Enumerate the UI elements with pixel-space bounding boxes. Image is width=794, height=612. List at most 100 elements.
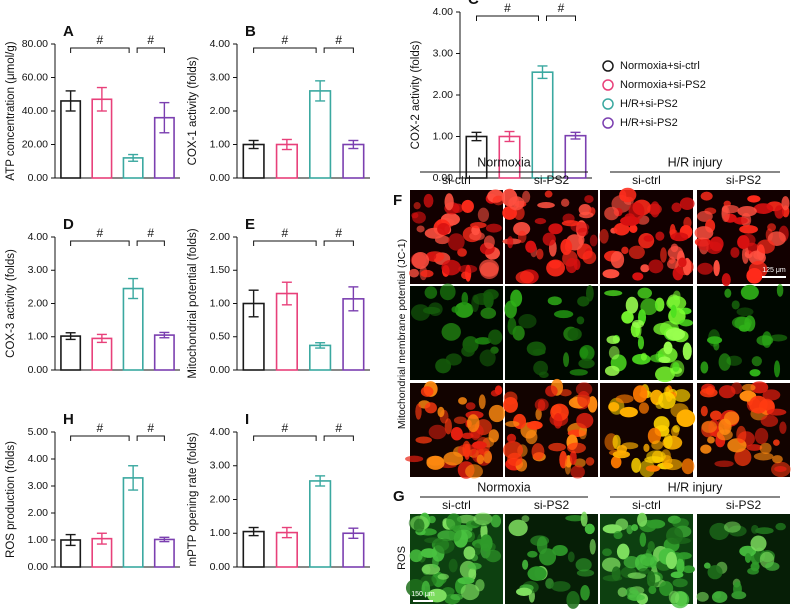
micrograph [505, 511, 598, 609]
cell [749, 369, 761, 377]
y-tick-label: 40.00 [22, 105, 48, 117]
cell [405, 455, 424, 463]
cell [665, 327, 685, 341]
cell [485, 549, 502, 563]
y-tick-label: 3.00 [210, 460, 231, 472]
cell [413, 202, 421, 210]
cell [408, 268, 420, 278]
cell [733, 581, 742, 597]
cell [553, 310, 574, 319]
cell [612, 434, 621, 450]
bar [309, 344, 332, 371]
cell [616, 445, 628, 454]
cell [604, 206, 619, 221]
cell [665, 551, 678, 569]
cell [621, 246, 629, 255]
cell [531, 443, 545, 461]
cell [451, 306, 459, 313]
error-bar [96, 333, 107, 344]
y-tick-label: 80.00 [22, 38, 48, 50]
cell [447, 233, 465, 251]
cell [461, 291, 469, 306]
cell [517, 230, 527, 243]
cell [762, 389, 781, 401]
cell [769, 334, 788, 342]
cell [651, 440, 664, 450]
cell [581, 346, 588, 359]
y-tick-label: 0.00 [28, 561, 49, 573]
significance-bracket [253, 435, 317, 441]
cell [710, 410, 722, 421]
cell [672, 578, 688, 588]
cell [427, 588, 447, 603]
cell [703, 562, 711, 569]
scale-bar-label: 150 μm [411, 591, 435, 598]
cell [461, 345, 475, 357]
cell [582, 250, 597, 265]
micrograph [504, 285, 598, 380]
cell [437, 223, 451, 235]
bar [60, 100, 82, 179]
cell [681, 458, 695, 475]
cell [432, 555, 439, 569]
cell [465, 402, 476, 410]
bar [342, 143, 365, 179]
micrograph [405, 512, 503, 605]
cell [627, 572, 646, 579]
cell [672, 424, 681, 433]
micrograph [503, 378, 598, 479]
cell [546, 259, 565, 277]
error-bar [281, 138, 292, 151]
cell [667, 259, 679, 270]
cell [746, 267, 763, 284]
cell [479, 349, 496, 367]
cell [577, 227, 589, 237]
cell [506, 433, 517, 443]
cell [420, 386, 434, 397]
cell [615, 394, 634, 404]
cell [458, 264, 478, 274]
cell [604, 365, 620, 376]
cell [508, 519, 528, 537]
cell [672, 361, 680, 372]
y-axis-label: COX-2 activity (folds) [410, 41, 422, 150]
cell [483, 235, 495, 249]
cell [655, 366, 675, 383]
cell [696, 210, 713, 222]
cell [658, 356, 671, 364]
cell [753, 452, 774, 461]
micrograph [697, 283, 790, 380]
column-label: si-PS2 [534, 498, 570, 512]
cell [533, 360, 549, 376]
cell [445, 353, 462, 366]
micrograph [696, 514, 790, 604]
cell [621, 311, 634, 324]
cell [697, 238, 714, 251]
cell [628, 245, 645, 260]
cell [668, 590, 680, 604]
error-bar [471, 131, 482, 142]
cell [744, 315, 756, 332]
y-axis-label: ATP concentration (μmol/g) [5, 41, 17, 180]
cell [760, 415, 779, 427]
y-tick-label: 4.00 [210, 426, 231, 438]
cell [732, 217, 748, 225]
cell [707, 436, 715, 444]
cell [576, 412, 594, 429]
cell [608, 345, 620, 360]
y-tick-label: 0.00 [210, 364, 231, 376]
cell [424, 402, 437, 414]
cell [566, 590, 580, 609]
y-tick-label: 2.00 [210, 231, 231, 243]
cell [416, 225, 425, 233]
cell [750, 381, 769, 394]
y-axis-label: ROS production (folds) [5, 441, 17, 558]
error-bar [248, 526, 259, 537]
cell [639, 532, 647, 547]
cell [421, 580, 431, 597]
cell [741, 383, 756, 392]
y-tick-label: 3.00 [28, 480, 49, 492]
micrograph [697, 381, 791, 478]
cell [721, 204, 740, 214]
y-tick-label: 4.00 [433, 6, 454, 18]
